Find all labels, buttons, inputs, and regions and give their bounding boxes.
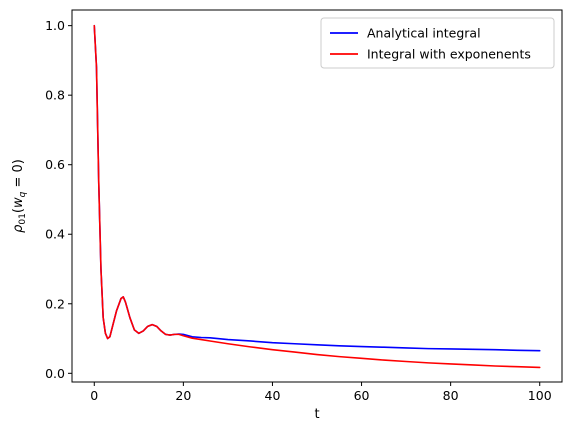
series-layer xyxy=(93,24,541,369)
x-tick-label: 80 xyxy=(443,388,459,403)
y-tick-label: 0.4 xyxy=(45,227,65,242)
y-axis-label: ρ01(wq = 0) xyxy=(11,159,28,233)
x-tick-label: 40 xyxy=(265,388,281,403)
plot-frame xyxy=(71,9,563,383)
x-axis: 0 20 40 60 80 100 xyxy=(90,382,552,403)
y-tick-label: 0.2 xyxy=(45,296,65,311)
y-tick-label: 1.0 xyxy=(45,18,65,33)
y-axis-label-sub: 01 xyxy=(18,213,28,224)
series-line-2 xyxy=(93,24,541,369)
x-axis-label: t xyxy=(314,407,319,422)
y-axis-label-var-sub: q xyxy=(18,191,28,197)
y-axis-label-main: ρ xyxy=(11,224,26,233)
y-tick-label: 0.8 xyxy=(45,88,65,103)
y-tick-label: 0.0 xyxy=(45,366,65,381)
series-line-1 xyxy=(93,24,541,352)
y-axis-label-var: w xyxy=(11,197,26,208)
legend-box xyxy=(320,17,555,69)
legend: Analytical integral Integral with exponen… xyxy=(320,17,555,69)
y-tick-label: 0.6 xyxy=(45,157,65,172)
x-tick-label: 0 xyxy=(90,388,98,403)
y-axis: 0.0 0.2 0.4 0.6 0.8 1.0 xyxy=(45,18,72,381)
legend-label-1: Analytical integral xyxy=(367,26,481,41)
x-tick-label: 20 xyxy=(175,388,191,403)
y-axis-label-rest: = 0) xyxy=(11,159,26,192)
x-tick-label: 100 xyxy=(528,388,552,403)
y-axis-label-open: ( xyxy=(11,208,26,213)
legend-label-2: Integral with exponenents xyxy=(367,47,531,62)
x-tick-label: 60 xyxy=(354,388,370,403)
